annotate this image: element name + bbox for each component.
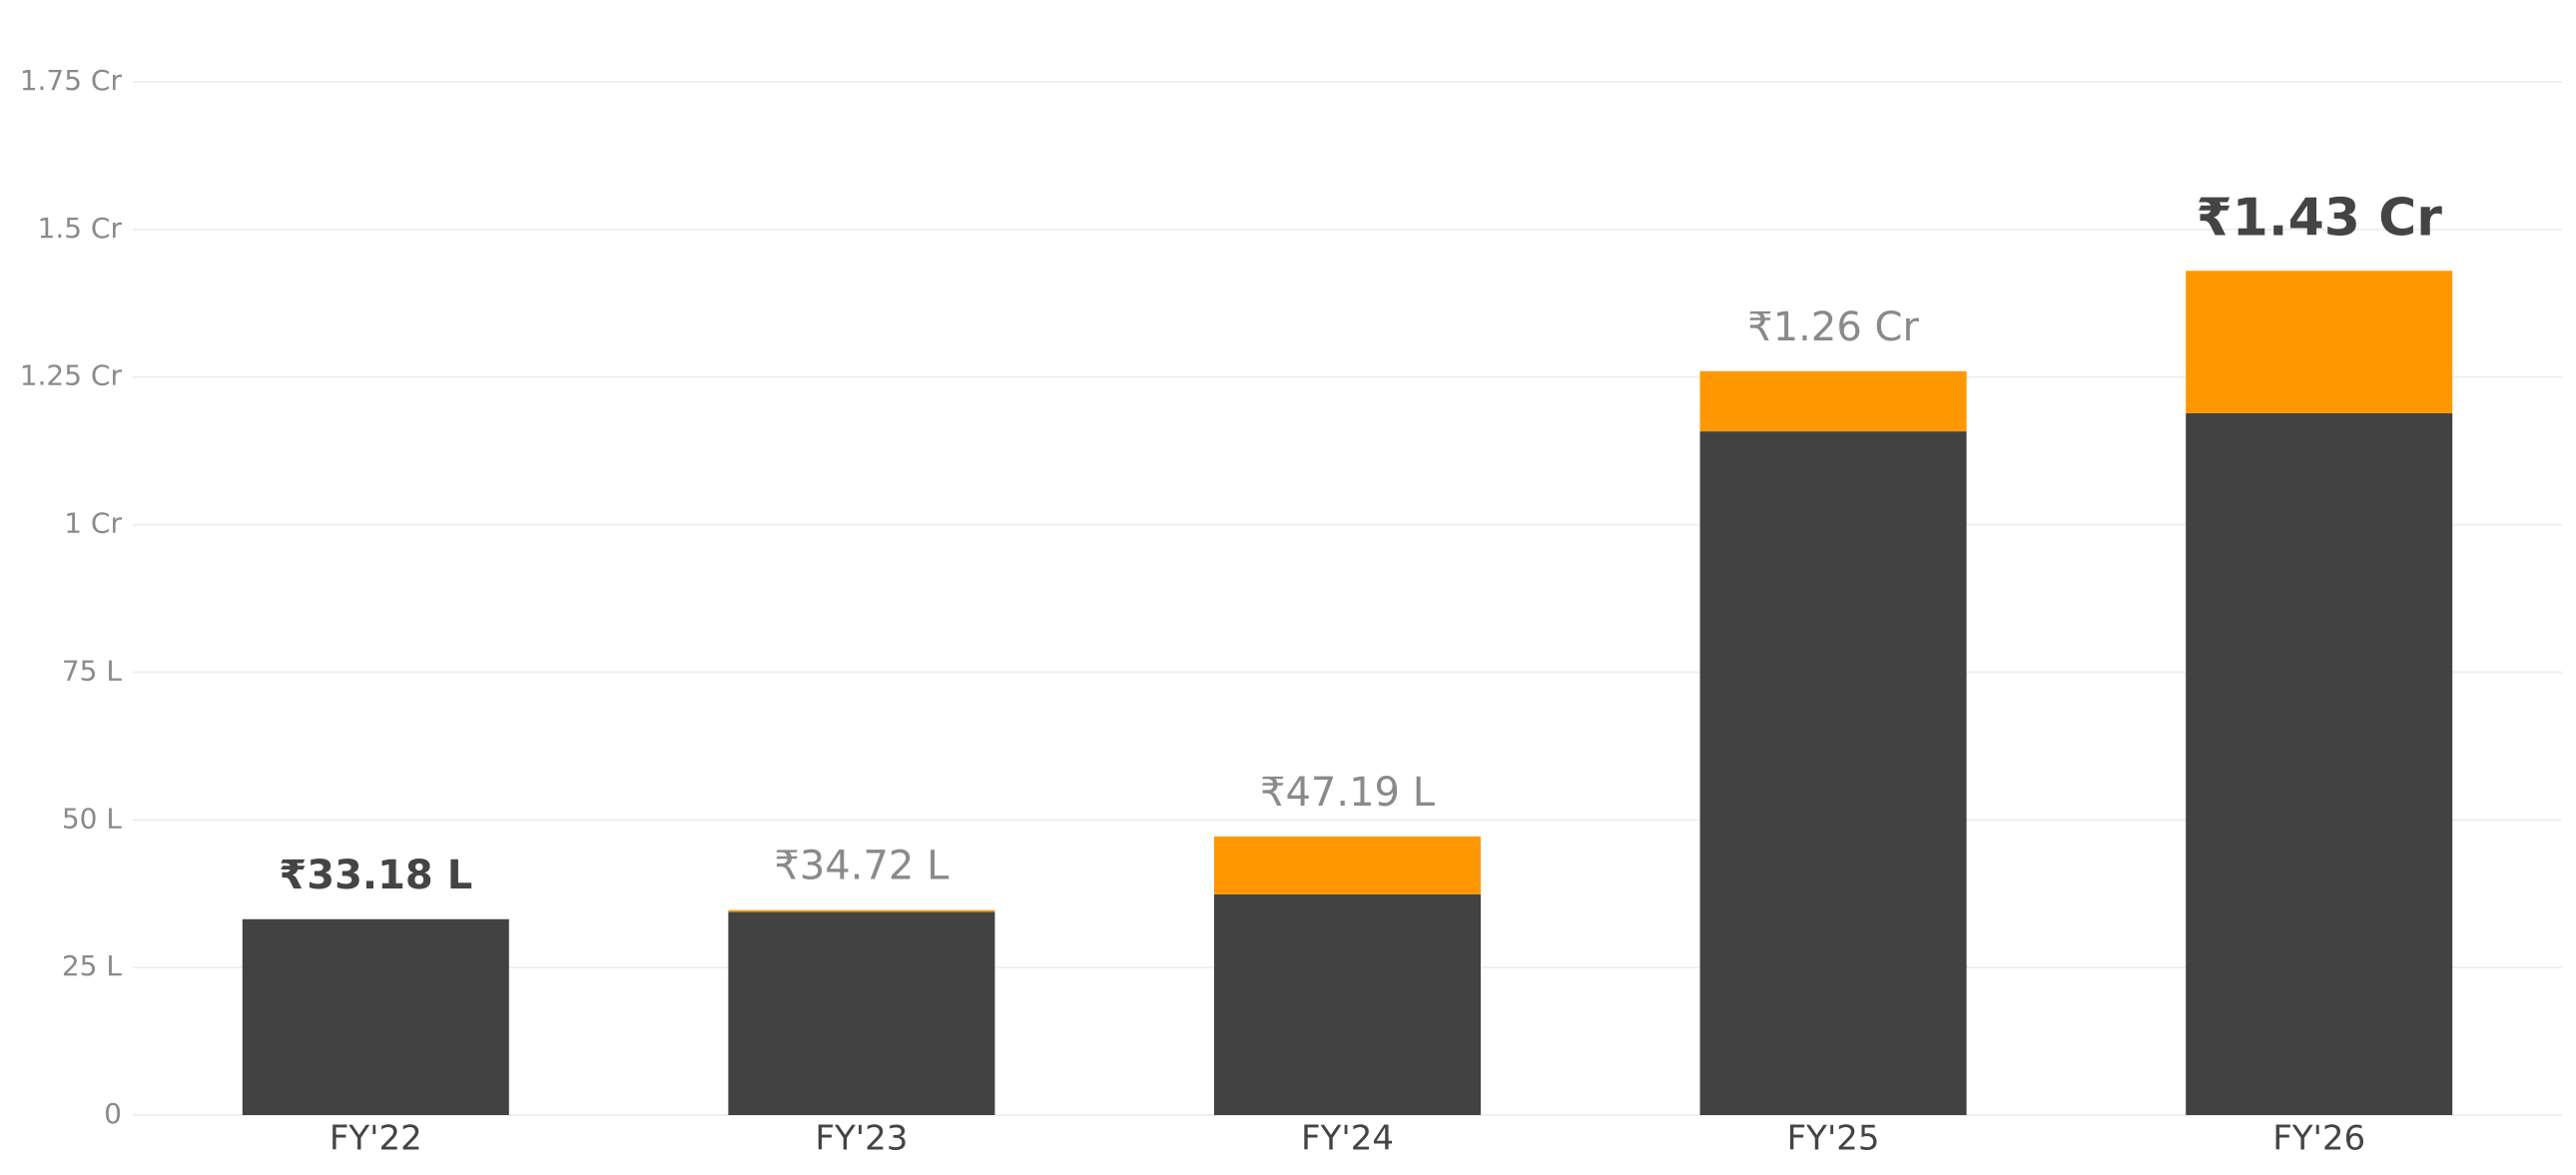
value-label: ₹33.18 L [279, 853, 472, 898]
bar-segment [728, 909, 995, 912]
bar-segment [2186, 271, 2453, 413]
value-label: ₹47.19 L [1260, 770, 1436, 816]
y-tick-label: 1.5 Cr [38, 212, 123, 245]
y-tick-label: 50 L [62, 802, 123, 835]
bar-segment [728, 911, 995, 1115]
y-tick-label: 25 L [62, 949, 123, 982]
bar-segment [242, 918, 509, 1115]
y-tick-label: 1 Cr [64, 507, 122, 540]
bar-segment [1699, 431, 1967, 1115]
x-tick-label: FY'24 [1301, 1119, 1394, 1159]
value-label: ₹1.43 Cr [2197, 188, 2443, 248]
x-tick-label: FY'25 [1787, 1119, 1880, 1159]
bar-segment [1214, 893, 1481, 1115]
y-tick-label: 75 L [62, 654, 123, 687]
x-tick-label: FY'22 [329, 1119, 422, 1159]
bar-segment [2186, 412, 2453, 1115]
value-label: ₹1.26 Cr [1747, 304, 1919, 350]
x-tick-label: FY'26 [2272, 1119, 2365, 1159]
bar-segment [1699, 370, 1967, 432]
value-label: ₹34.72 L [774, 844, 950, 889]
y-tick-label: 1.25 Cr [20, 359, 123, 392]
x-tick-label: FY'23 [815, 1119, 908, 1159]
y-tick-label: 1.75 Cr [20, 64, 123, 97]
bar-segment [1214, 836, 1481, 894]
y-tick-label: 0 [104, 1097, 122, 1130]
